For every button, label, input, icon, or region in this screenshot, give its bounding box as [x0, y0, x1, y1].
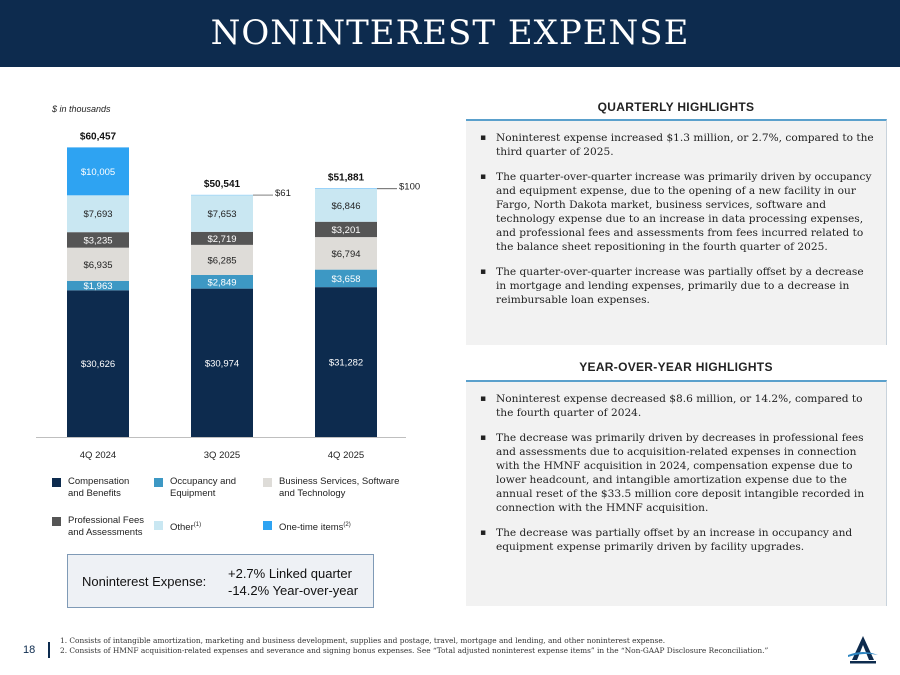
bar-segment	[315, 188, 377, 222]
legend-swatch	[154, 521, 163, 530]
legend-label: Business Services, Software and Technolo…	[279, 476, 400, 499]
legend-label: Professional Fees and Assessments	[68, 515, 145, 538]
total-label: $51,881	[328, 172, 365, 183]
data-label: $10,005	[81, 167, 115, 178]
legend-swatch	[52, 478, 61, 487]
header-bar: NONINTEREST EXPENSE	[0, 0, 900, 67]
legend-item-one-time: One-time items(2)	[263, 519, 403, 534]
bar-segment	[67, 195, 129, 233]
bar-segment	[191, 231, 253, 245]
x-tick-label: 4Q 2024	[80, 450, 116, 461]
bar-segment	[191, 195, 253, 232]
data-label: $30,626	[81, 359, 115, 370]
data-label: $3,658	[331, 274, 360, 285]
summary-box: Noninterest Expense: +2.7% Linked quarte…	[67, 554, 374, 608]
yoy-highlights-panel: Noninterest expense decreased $8.6 milli…	[466, 380, 887, 606]
legend-footnote-marker: (2)	[343, 522, 351, 528]
footnote-2: 2. Consists of HMNF acquisition-related …	[60, 646, 769, 655]
data-label: $6,935	[83, 260, 112, 271]
quarterly-highlights-panel: Noninterest expense increased $1.3 milli…	[466, 119, 887, 345]
data-label: $6,285	[207, 255, 236, 266]
bar-segment	[315, 287, 377, 437]
page-title: NONINTEREST EXPENSE	[210, 13, 690, 53]
legend-item-compensation: Compensation and Benefits	[52, 476, 147, 500]
legend-label: One-time items	[279, 522, 344, 534]
data-label: $61	[275, 188, 291, 199]
data-label: $100	[399, 182, 420, 193]
bar-segment	[67, 147, 129, 196]
data-label: $3,201	[331, 225, 360, 236]
units-note: $ in thousands	[52, 104, 111, 114]
bar-segment	[67, 280, 129, 291]
data-label: $30,974	[205, 358, 239, 369]
legend-label: Compensation and Benefits	[68, 476, 130, 499]
data-label: $1,963	[83, 281, 112, 292]
legend-footnote-marker: (1)	[193, 522, 202, 528]
page-number: 18	[23, 644, 36, 656]
bar-segment	[67, 290, 129, 437]
company-logo-icon	[848, 636, 878, 664]
data-label: $3,235	[83, 235, 112, 246]
data-label: $6,846	[331, 201, 360, 212]
data-label: $2,719	[207, 234, 236, 245]
footnote-1: 1. Consists of intangible amortization, …	[60, 636, 666, 645]
data-label: $31,282	[329, 358, 363, 369]
quarterly-bullet: Noninterest expense increased $1.3 milli…	[480, 131, 874, 159]
legend-swatch	[154, 478, 163, 487]
yoy-highlights-title: YEAR-OVER-YEAR HIGHLIGHTS	[579, 360, 773, 374]
legend-swatch	[263, 521, 272, 530]
quarterly-highlights-title: QUARTERLY HIGHLIGHTS	[597, 100, 755, 114]
total-label: $50,541	[204, 179, 241, 190]
quarterly-bullet: The quarter-over-quarter increase was pr…	[480, 170, 874, 254]
total-label: $60,457	[80, 131, 117, 142]
x-tick-label: 4Q 2025	[328, 450, 364, 461]
quarterly-bullet: The quarter-over-quarter increase was pa…	[480, 265, 874, 307]
yoy-bullet: The decrease was partially offset by an …	[480, 526, 874, 554]
legend-item-occupancy: Occupancy and Equipment	[154, 476, 254, 500]
data-label: $7,693	[83, 209, 112, 220]
legend-swatch	[52, 517, 61, 526]
summary-linked-quarter: +2.7% Linked quarter	[228, 566, 352, 581]
data-label: $7,653	[207, 209, 236, 220]
stacked-bar-chart: $30,626 $1,963 $6,935 $3,235 $7,693 $10,005 $6…	[36, 131, 420, 461]
bar-segment	[315, 221, 377, 238]
legend-item-business-services: Business Services, Software and Technolo…	[263, 476, 403, 500]
summary-label: Noninterest Expense:	[82, 574, 207, 589]
bar-segment	[315, 269, 377, 288]
legend-label: Occupancy and Equipment	[170, 476, 237, 499]
bar-segment	[67, 232, 129, 248]
bar-segment	[191, 244, 253, 275]
data-label: $2,849	[207, 277, 236, 288]
bar-segment	[191, 288, 253, 437]
footnotes: 1. Consists of intangible amortization, …	[60, 636, 820, 656]
data-label: $6,794	[331, 249, 360, 260]
bar-segment	[191, 274, 253, 289]
legend-item-professional-fees: Professional Fees and Assessments	[52, 515, 147, 539]
summary-year-over-year: -14.2% Year-over-year	[228, 583, 359, 598]
legend-label: Other	[170, 522, 194, 534]
page-number-divider	[48, 642, 50, 658]
legend-item-other: Other(1)	[154, 519, 254, 534]
yoy-bullet: Noninterest expense decreased $8.6 milli…	[480, 392, 874, 420]
bar-segment	[67, 247, 129, 281]
yoy-bullet: The decrease was primarily driven by dec…	[480, 431, 874, 515]
bar-segment	[315, 237, 377, 270]
x-tick-label: 3Q 2025	[204, 450, 240, 461]
legend-swatch	[263, 478, 272, 487]
